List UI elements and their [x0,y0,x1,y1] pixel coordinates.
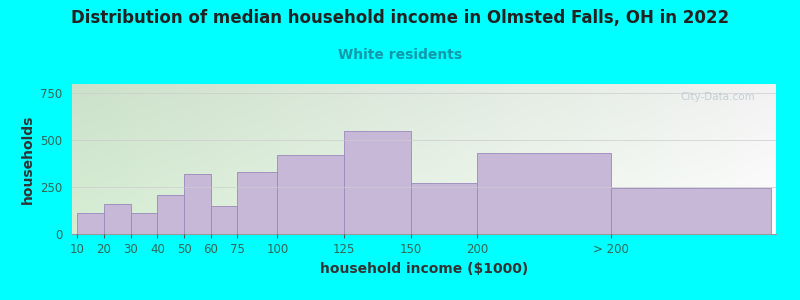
Bar [78,213,104,234]
Text: City-Data.com: City-Data.com [680,92,755,101]
Bar [610,188,770,234]
Text: White residents: White residents [338,48,462,62]
Y-axis label: households: households [21,114,34,204]
Bar [130,213,158,234]
Bar [104,204,130,234]
Bar [344,131,410,234]
Bar [158,195,184,234]
Bar [210,206,238,234]
Bar [184,174,210,234]
X-axis label: household income ($1000): household income ($1000) [320,262,528,276]
Bar [238,172,278,234]
Bar [478,153,610,234]
Bar [410,183,478,234]
Text: Distribution of median household income in Olmsted Falls, OH in 2022: Distribution of median household income … [71,9,729,27]
Bar [278,155,344,234]
